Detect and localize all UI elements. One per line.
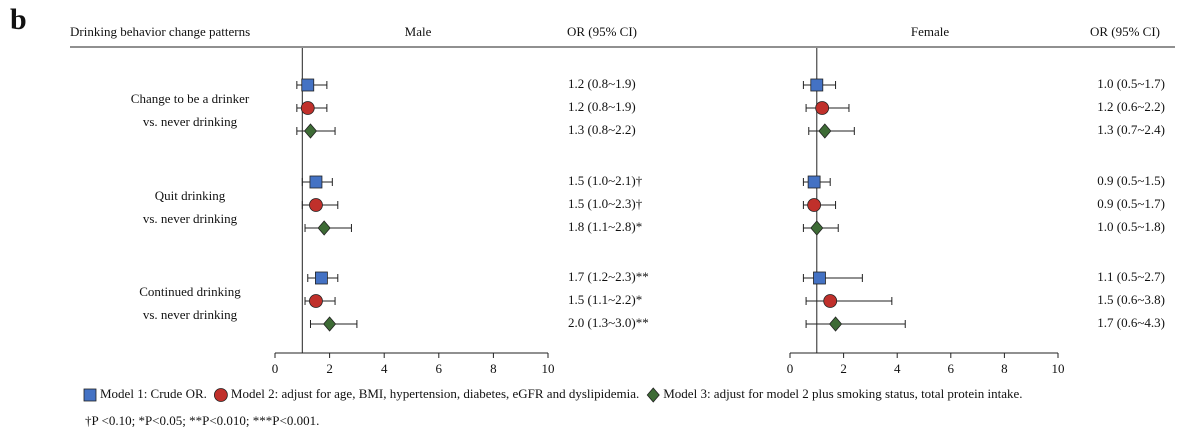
x-tick-label: 8 (1001, 361, 1008, 376)
row-header: Drinking behavior change patterns (70, 24, 250, 39)
value-label: 1.1 (0.5~2.7) (1097, 269, 1165, 284)
value-label: 1.0 (0.5~1.7) (1097, 76, 1165, 91)
x-tick-label: 4 (894, 361, 901, 376)
error-bar (805, 320, 906, 328)
marker (309, 294, 323, 308)
marker (315, 271, 328, 285)
legend-label: Model 2: adjust for age, BMI, hypertensi… (231, 386, 639, 401)
marker (810, 220, 824, 236)
value-label: 1.3 (0.8~2.2) (568, 122, 636, 137)
x-tick-label: 8 (490, 361, 497, 376)
footnote: †P <0.10; *P<0.05; **P<0.010; ***P<0.001… (85, 413, 319, 428)
value-label: 1.0 (0.5~1.8) (1097, 219, 1165, 234)
ci-header: OR (95% CI) (567, 24, 637, 39)
value-label: 1.2 (0.8~1.9) (568, 99, 636, 114)
value-label: 1.2 (0.8~1.9) (568, 76, 636, 91)
marker (818, 123, 832, 139)
legend-label: Model 3: adjust for model 2 plus smoking… (663, 386, 1022, 401)
value-label: 1.7 (0.6~4.3) (1097, 315, 1165, 330)
category-label: Continued drinking (139, 284, 241, 299)
value-label: 1.7 (1.2~2.3)** (568, 269, 649, 284)
value-label: 1.2 (0.6~2.2) (1097, 99, 1165, 114)
marker (815, 101, 830, 115)
value-label: 1.5 (1.1~2.2)* (568, 292, 642, 307)
marker (317, 220, 331, 236)
category-label: vs. never drinking (143, 114, 238, 129)
x-tick-label: 0 (272, 361, 279, 376)
category-label: Quit drinking (155, 188, 226, 203)
value-label: 1.3 (0.7~2.4) (1097, 122, 1165, 137)
legend-label: Model 1: Crude OR. (100, 386, 207, 401)
error-bar (808, 127, 855, 135)
marker (807, 175, 821, 189)
value-label: 0.9 (0.5~1.5) (1097, 173, 1165, 188)
value-label: 2.0 (1.3~3.0)** (568, 315, 649, 330)
x-tick-label: 10 (1052, 361, 1065, 376)
marker (303, 123, 318, 139)
marker (323, 316, 337, 332)
panel-title: Male (405, 24, 432, 39)
marker (213, 388, 228, 402)
marker (309, 175, 323, 189)
error-bar (802, 274, 863, 282)
category-label: vs. never drinking (143, 211, 238, 226)
value-label: 1.5 (0.6~3.8) (1097, 292, 1165, 307)
x-tick-label: 2 (326, 361, 333, 376)
value-label: 1.5 (1.0~2.3)† (568, 196, 643, 211)
ci-header: OR (95% CI) (1090, 24, 1160, 39)
x-tick-label: 0 (787, 361, 794, 376)
x-tick-label: 6 (948, 361, 955, 376)
marker (309, 198, 323, 212)
panel-title: Female (911, 24, 949, 39)
error-bar (805, 297, 893, 305)
x-tick-label: 10 (542, 361, 555, 376)
category-label: Change to be a drinker (131, 91, 250, 106)
value-label: 1.8 (1.1~2.8)* (568, 219, 642, 234)
category-label: vs. never drinking (143, 307, 238, 322)
marker (813, 271, 826, 285)
value-label: 1.5 (1.0~2.1)† (568, 173, 643, 188)
x-tick-label: 4 (381, 361, 388, 376)
marker (83, 388, 97, 402)
marker (646, 387, 660, 403)
marker (301, 78, 315, 92)
marker (807, 198, 822, 212)
marker (829, 316, 843, 332)
x-tick-label: 2 (840, 361, 847, 376)
marker (300, 101, 315, 115)
panel-label: b (10, 3, 27, 36)
marker (823, 294, 838, 308)
marker (810, 78, 824, 92)
value-label: 0.9 (0.5~1.7) (1097, 196, 1165, 211)
x-tick-label: 6 (436, 361, 443, 376)
